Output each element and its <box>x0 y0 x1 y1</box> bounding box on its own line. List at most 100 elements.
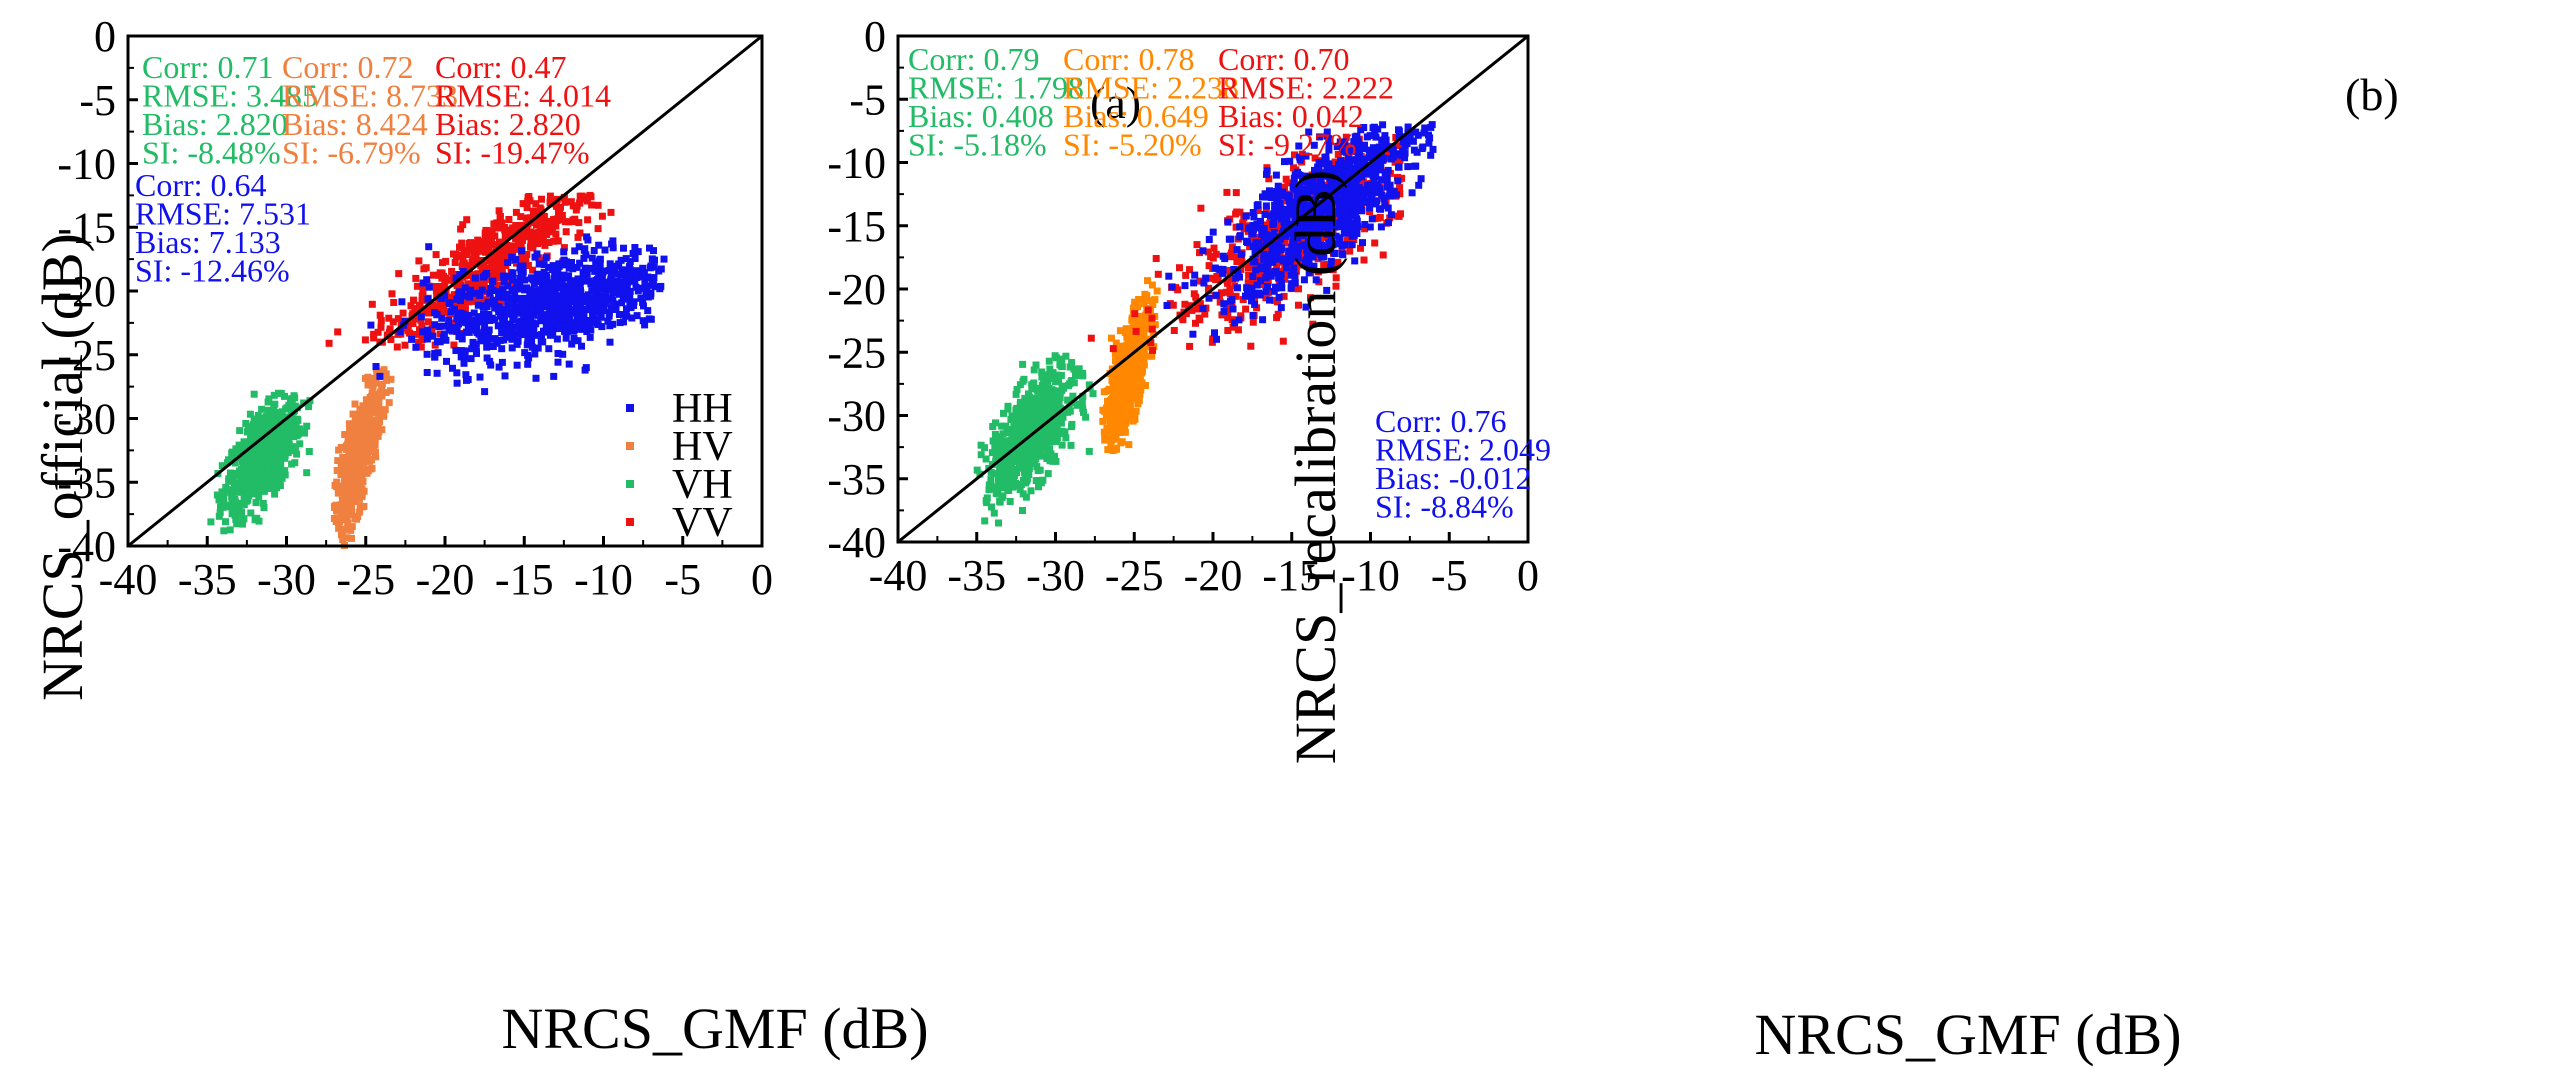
data-point <box>1317 182 1325 190</box>
data-point <box>571 215 579 223</box>
data-point <box>1165 272 1173 280</box>
data-point <box>607 208 615 216</box>
data-point <box>363 447 371 455</box>
data-point <box>234 503 242 510</box>
data-point <box>336 518 344 526</box>
stat-line: SI: -19.47% <box>435 135 590 171</box>
data-point <box>1382 136 1390 144</box>
data-point <box>1108 396 1116 403</box>
data-point <box>1101 430 1109 438</box>
data-point <box>1006 458 1014 466</box>
data-point <box>618 299 626 307</box>
data-point <box>624 279 632 286</box>
data-point <box>546 331 554 339</box>
data-point <box>583 328 591 335</box>
data-point <box>995 519 1002 527</box>
data-point <box>655 267 663 275</box>
data-point <box>1237 265 1245 273</box>
data-point <box>1128 334 1136 342</box>
data-point <box>393 343 401 351</box>
data-point <box>648 255 656 263</box>
data-point <box>345 462 353 470</box>
data-point <box>382 389 390 396</box>
data-point <box>1223 188 1231 196</box>
data-point <box>1038 432 1046 440</box>
data-point <box>281 392 288 400</box>
data-point <box>620 270 628 278</box>
data-point <box>609 244 617 252</box>
data-point <box>1042 444 1050 452</box>
data-point <box>561 314 569 322</box>
data-point <box>609 289 617 296</box>
data-point <box>477 262 485 270</box>
data-point <box>361 456 369 464</box>
data-point <box>452 274 460 282</box>
data-point <box>1103 424 1111 432</box>
data-point <box>1038 368 1046 376</box>
data-point <box>245 490 253 498</box>
data-point <box>439 322 447 330</box>
data-point <box>1028 381 1036 389</box>
data-point <box>543 273 551 281</box>
data-point <box>578 325 586 333</box>
data-point <box>1012 438 1020 446</box>
data-point <box>641 321 649 329</box>
data-point <box>660 255 668 263</box>
data-point <box>992 489 1000 497</box>
data-point <box>546 282 554 290</box>
data-point <box>360 487 368 495</box>
data-point <box>348 496 356 504</box>
x-tick-label: -40 <box>99 555 158 604</box>
data-point <box>333 478 341 486</box>
data-point <box>1053 423 1061 431</box>
data-point <box>240 495 248 502</box>
data-point <box>343 515 351 523</box>
data-point <box>1153 287 1161 295</box>
data-point <box>1062 434 1070 442</box>
data-point <box>1209 254 1217 262</box>
data-point <box>473 321 481 329</box>
data-point <box>1148 314 1156 322</box>
data-point <box>480 281 488 289</box>
data-point <box>607 304 615 312</box>
data-point <box>561 327 568 335</box>
data-point <box>1079 405 1087 412</box>
data-point <box>1301 236 1308 244</box>
data-point <box>1148 281 1156 289</box>
data-point <box>267 440 275 448</box>
data-point <box>993 449 1001 457</box>
data-point <box>523 224 531 232</box>
data-point <box>1102 406 1110 414</box>
data-point <box>618 279 626 287</box>
data-point <box>1336 138 1344 146</box>
data-point <box>453 379 461 387</box>
data-point <box>354 488 362 496</box>
data-point <box>1176 264 1183 272</box>
data-point <box>1301 172 1309 180</box>
data-point <box>528 325 536 333</box>
data-point <box>1029 403 1037 411</box>
data-point <box>559 309 567 317</box>
data-point <box>1275 220 1283 228</box>
data-point <box>524 360 532 368</box>
data-point <box>609 300 617 308</box>
data-point <box>1119 393 1127 401</box>
x-tick-label: -35 <box>178 555 237 604</box>
data-point <box>1046 365 1054 373</box>
data-point <box>581 245 589 253</box>
data-point <box>1116 429 1124 436</box>
data-point <box>374 328 382 336</box>
data-point <box>1279 337 1287 345</box>
data-point <box>514 281 522 289</box>
data-point <box>546 192 554 200</box>
data-point <box>597 313 605 321</box>
data-point <box>1122 385 1130 393</box>
data-point <box>260 457 267 464</box>
data-point <box>1044 371 1052 379</box>
data-point <box>256 483 264 491</box>
data-point <box>485 264 493 272</box>
data-point <box>337 444 345 451</box>
data-point <box>594 201 602 209</box>
data-point <box>1245 264 1252 272</box>
data-point <box>1016 381 1024 389</box>
